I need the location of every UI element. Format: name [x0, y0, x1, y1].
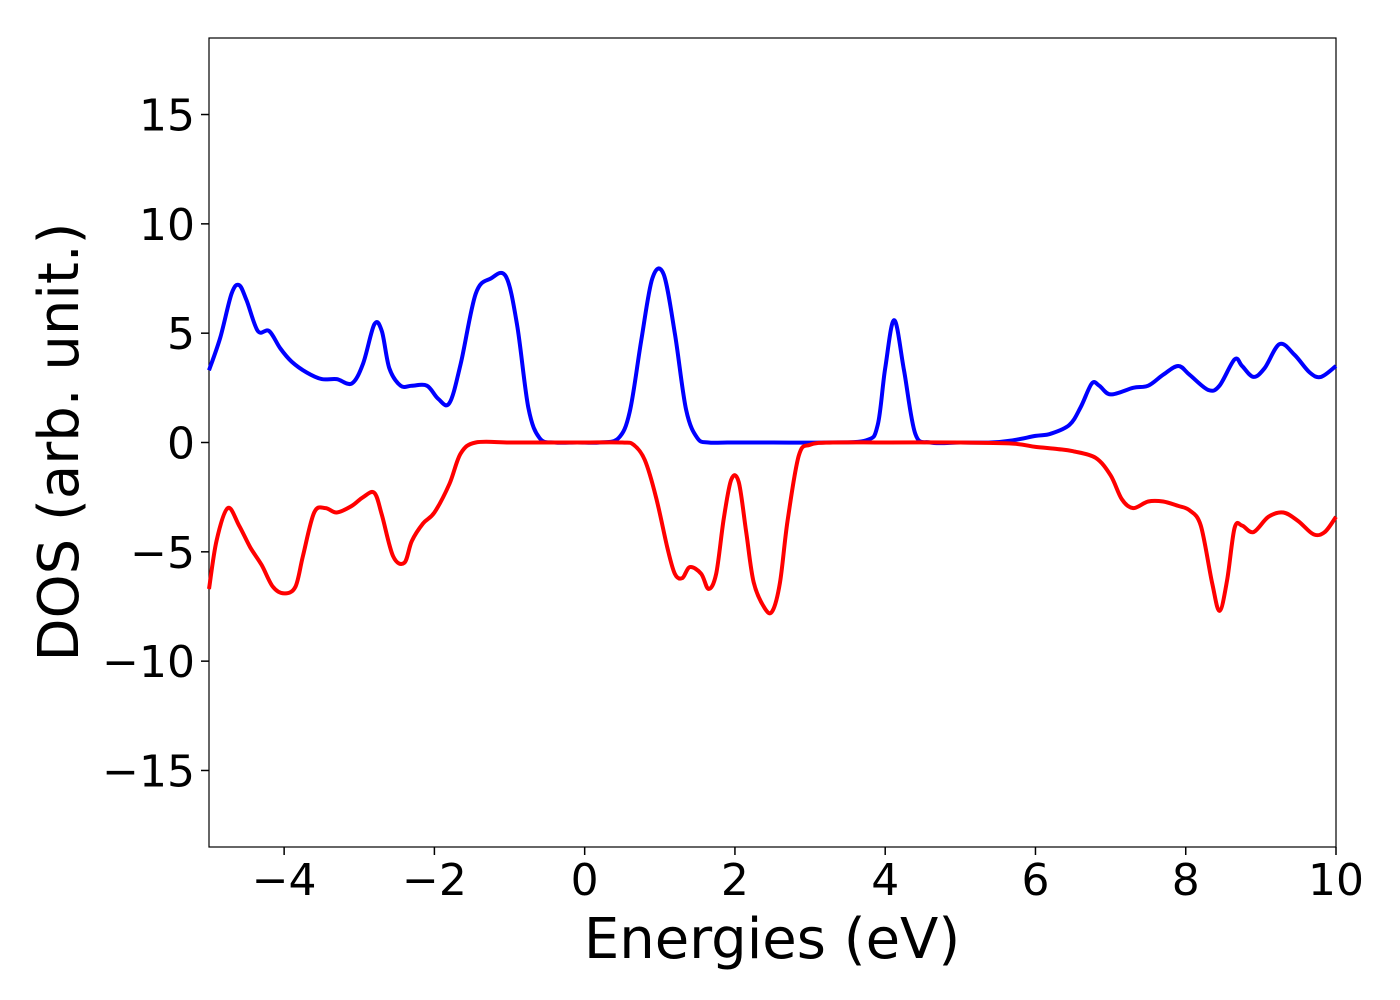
- x-axis-label: Energies (eV): [584, 907, 960, 972]
- y-tick-label: 15: [139, 91, 195, 142]
- x-tick-label: −2: [402, 855, 467, 906]
- y-tick-label: −5: [130, 528, 195, 579]
- series-layer: [207, 266, 1338, 616]
- x-axis-ticks: −4 −2 0 2 4 6 8 10: [252, 847, 1364, 906]
- series-line-1: [207, 266, 1338, 446]
- y-tick-label: −15: [102, 746, 195, 797]
- x-tick-label: 2: [721, 855, 749, 906]
- x-tick-label: −4: [252, 855, 317, 906]
- x-tick-label: 6: [1021, 855, 1049, 906]
- x-tick-label: 4: [871, 855, 899, 906]
- x-tick-label: 10: [1308, 855, 1364, 906]
- y-axis-label: DOS (arb. unit.): [27, 222, 92, 661]
- y-tick-label: 5: [167, 309, 195, 360]
- y-tick-label: −10: [102, 637, 195, 688]
- x-tick-label: 0: [571, 855, 599, 906]
- y-tick-label: 0: [167, 419, 195, 470]
- y-axis-ticks: 15 10 5 0 −5 −10 −15: [102, 91, 209, 797]
- series-line-2: [207, 439, 1338, 616]
- y-tick-label: 10: [139, 200, 195, 251]
- x-tick-label: 8: [1172, 855, 1200, 906]
